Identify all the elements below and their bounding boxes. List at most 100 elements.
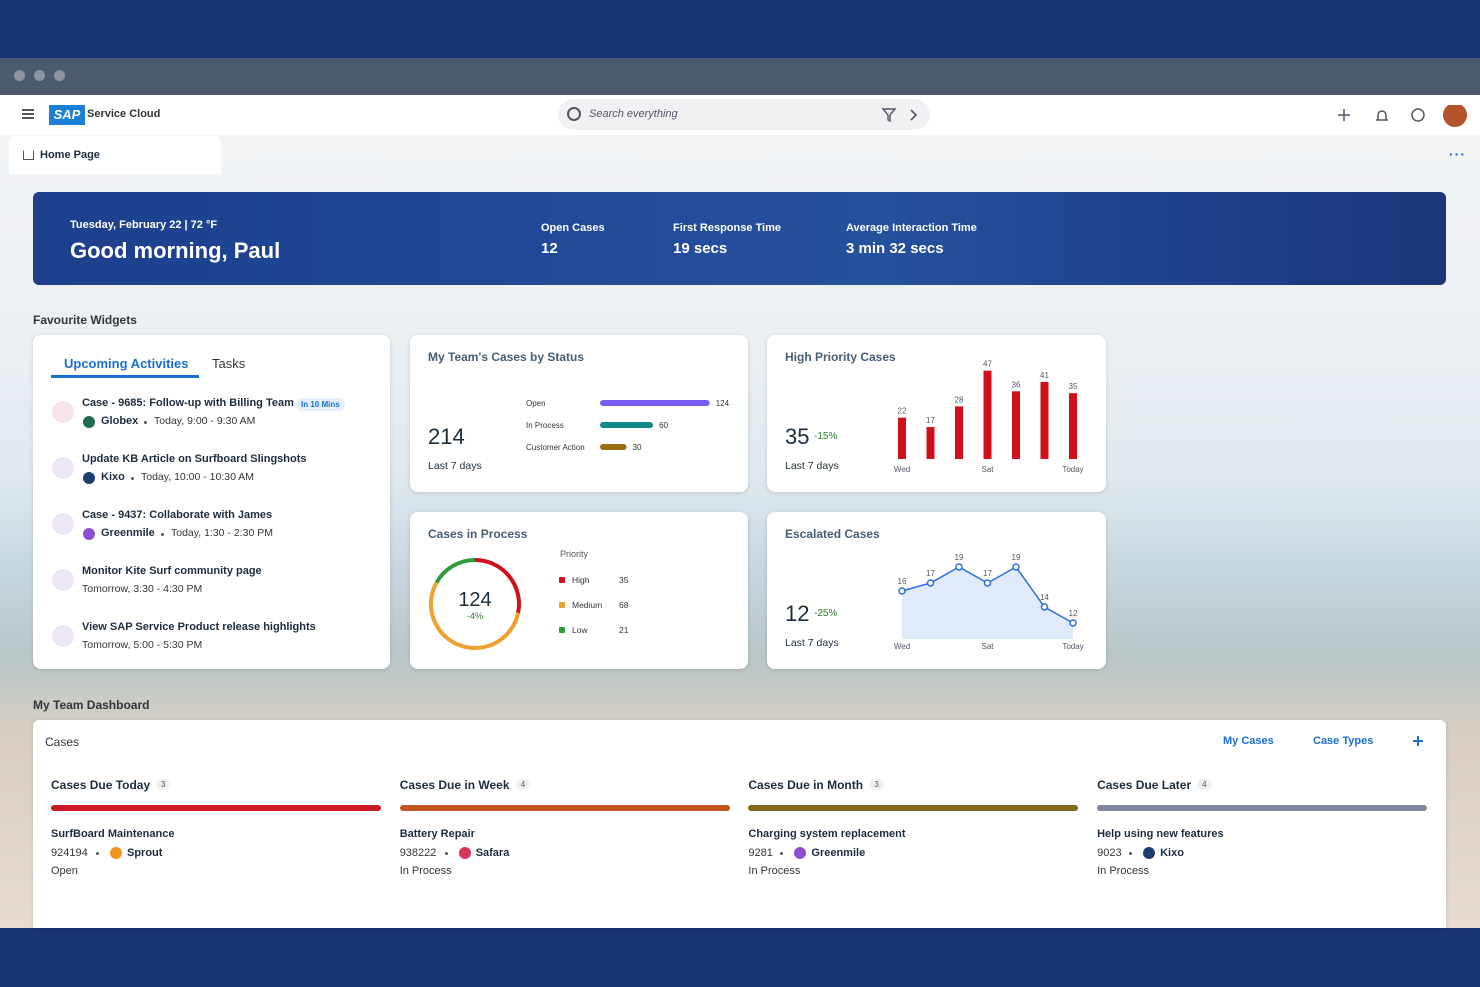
add-icon[interactable] <box>1338 109 1350 121</box>
value-label: 12 <box>1069 609 1078 618</box>
case-status: Open <box>51 865 78 877</box>
tab-indicator <box>51 375 199 378</box>
widget-total: 12 <box>785 601 810 626</box>
case-title[interactable]: Charging system replacement <box>748 828 906 840</box>
activity-title[interactable]: Case - 9437: Collaborate with James <box>82 509 273 521</box>
chart: 16 Wed 17 19 17 Sat 19 14 12 Today <box>894 553 1084 651</box>
section-title: My Team Dashboard <box>33 698 150 712</box>
browser-bar <box>0 58 1480 95</box>
account-name: Greenmile <box>811 847 866 859</box>
search-field[interactable]: Search everything <box>558 99 930 130</box>
widget-card[interactable]: My Team's Cases by Status 214 Last 7 days O… <box>410 335 748 492</box>
case-title[interactable]: Help using new features <box>1097 828 1224 840</box>
activity-title[interactable]: Monitor Kite Surf community page <box>82 565 262 577</box>
activity-time: Tomorrow, 3:30 - 4:30 PM <box>82 583 203 595</box>
column-bar <box>1097 805 1428 811</box>
point <box>1040 603 1049 611</box>
search-actions[interactable] <box>881 107 921 123</box>
value-label: 17 <box>926 416 935 425</box>
bar <box>600 444 627 450</box>
value-label: 17 <box>983 569 992 578</box>
widget-card[interactable]: Escalated Cases 12 -25% Last 7 days 16 Wed 17 1… <box>767 512 1106 669</box>
activity-icon <box>52 569 74 591</box>
value-label: 16 <box>898 577 907 586</box>
activity-title[interactable]: Case - 9685: Follow-up with Billing Team <box>82 397 294 409</box>
column-title: Cases Due Later <box>1097 778 1192 792</box>
separator <box>161 533 164 536</box>
bar <box>1069 393 1077 459</box>
activity-time: Today, 1:30 - 2:30 PM <box>171 527 273 539</box>
value-label: 60 <box>659 421 668 430</box>
case-status: In Process <box>1097 865 1150 877</box>
value-label: 47 <box>983 360 992 369</box>
activity-icon <box>52 625 74 647</box>
widget-title: High Priority Cases <box>785 350 896 364</box>
bar <box>600 400 710 406</box>
point <box>926 579 935 587</box>
metric-label: Open Cases <box>541 222 605 234</box>
legend-swatch <box>559 602 565 608</box>
tab[interactable]: Home Page <box>9 136 221 174</box>
filter-button[interactable]: My Cases <box>1223 735 1274 747</box>
case-id: 924194 <box>51 847 88 859</box>
widget-card[interactable]: High Priority Cases 35 -15% Last 7 days 22 We… <box>767 335 1106 492</box>
case-title[interactable]: SurfBoard Maintenance <box>51 828 175 840</box>
account-name: Sprout <box>127 847 163 859</box>
value-label: 28 <box>955 395 964 404</box>
activity-title[interactable]: View SAP Service Product release highlig… <box>82 621 316 633</box>
metric-value: 19 secs <box>673 240 728 257</box>
activity-time: Today, 9:00 - 9:30 AM <box>154 415 256 427</box>
tab-label: Home Page <box>40 149 100 161</box>
point <box>1069 619 1077 627</box>
badge: In 10 Mins <box>296 398 345 411</box>
column-title: Cases Due Today <box>51 778 151 792</box>
brand-logo: SAP <box>49 105 85 125</box>
separator <box>780 852 784 855</box>
help-icon[interactable] <box>1411 108 1425 122</box>
count-badge: 3 <box>156 779 171 790</box>
activity-icon <box>52 457 74 479</box>
legend-swatch <box>559 627 565 633</box>
metric-label: First Response Time <box>673 222 781 234</box>
case-title[interactable]: Battery Repair <box>399 828 475 840</box>
donut-segment <box>434 558 476 584</box>
widget-title: My Team's Cases by Status <box>428 350 585 364</box>
filter-button[interactable]: Case Types <box>1313 735 1374 747</box>
bar <box>600 422 654 428</box>
case-id: 938222 <box>399 847 437 859</box>
count-badge: 4 <box>1197 779 1212 790</box>
widget-change: -25% <box>814 608 838 619</box>
value-label: 41 <box>1040 371 1049 380</box>
donut-change: -4% <box>467 611 483 621</box>
add-button[interactable] <box>1417 736 1419 746</box>
search-placeholder: Search everything <box>589 108 678 120</box>
shell-actions[interactable] <box>1334 105 1474 129</box>
chart: 22 Wed 17 28 47 Sat 36 41 35 Today <box>894 360 1084 474</box>
widget-card[interactable]: Cases in Process 124 -4% Priority High 35 Medi… <box>410 512 748 669</box>
menu-button[interactable] <box>22 109 34 111</box>
tab[interactable]: Upcoming Activities <box>64 356 189 371</box>
account-icon <box>83 528 95 540</box>
x-tick-label: Sat <box>981 465 994 474</box>
separator <box>131 477 134 480</box>
count-badge: 3 <box>869 779 884 790</box>
widget-period: Last 7 days <box>428 460 482 472</box>
account-icon <box>83 416 95 428</box>
overflow-button[interactable]: ··· <box>1449 146 1466 162</box>
avatar[interactable] <box>1443 105 1467 127</box>
app: SAP Service Cloud Search everything Home… <box>0 95 1480 928</box>
legend-value: 35 <box>619 575 629 585</box>
bar-label: Customer Action <box>526 443 585 452</box>
x-tick-label: Sat <box>981 642 994 651</box>
bell-icon[interactable] <box>1376 110 1388 121</box>
case-id: 9023 <box>1097 847 1122 859</box>
section-title: Favourite Widgets <box>33 313 137 327</box>
tab[interactable]: Tasks <box>212 356 246 371</box>
bar <box>1040 381 1049 459</box>
chart: Open 124 In Process 60 Customer Action 30 <box>526 399 730 452</box>
activity-title[interactable]: Update KB Article on Surfboard Slingshot… <box>82 453 307 465</box>
activity-time: Today, 10:00 - 10:30 AM <box>141 471 255 483</box>
account-name: Kixo <box>101 471 125 483</box>
legend-value: 68 <box>619 600 629 610</box>
